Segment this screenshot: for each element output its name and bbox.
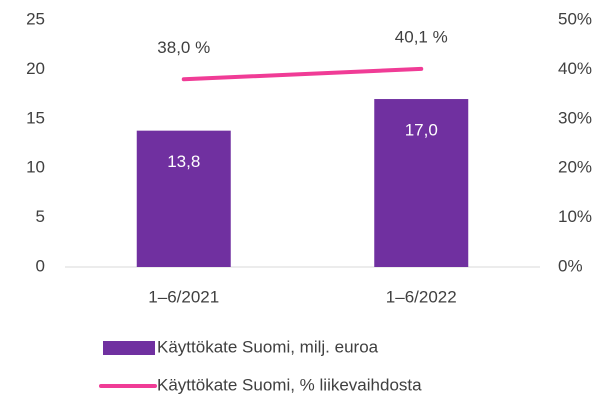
y-tick-label: 0	[36, 256, 45, 275]
bar-value-label: 13,8	[167, 152, 200, 171]
line-value-label: 40,1 %	[395, 27, 448, 46]
y-tick-label: 5	[36, 207, 45, 226]
bar	[136, 130, 231, 267]
y-tick-label: 20	[26, 59, 45, 78]
x-tick-label: 1–6/2022	[386, 287, 457, 306]
legend-label: Käyttökate Suomi, milj. euroa	[157, 337, 379, 356]
y2-tick-label: 30%	[558, 108, 592, 127]
y2-tick-label: 0%	[558, 256, 583, 275]
line-value-label: 38,0 %	[157, 38, 210, 57]
y-tick-label: 15	[26, 108, 45, 127]
y2-tick-label: 20%	[558, 158, 592, 177]
y-tick-label: 25	[26, 9, 45, 28]
line	[181, 66, 424, 82]
y2-tick-label: 10%	[558, 207, 592, 226]
legend-swatch	[103, 341, 155, 355]
x-tick-label: 1–6/2021	[148, 287, 219, 306]
bar-value-label: 17,0	[405, 121, 438, 140]
legend-label: Käyttökate Suomi, % liikevaihdosta	[157, 375, 422, 394]
y2-tick-label: 40%	[558, 59, 592, 78]
bar	[374, 99, 469, 267]
y-tick-label: 10	[26, 158, 45, 177]
y2-tick-label: 50%	[558, 9, 592, 28]
